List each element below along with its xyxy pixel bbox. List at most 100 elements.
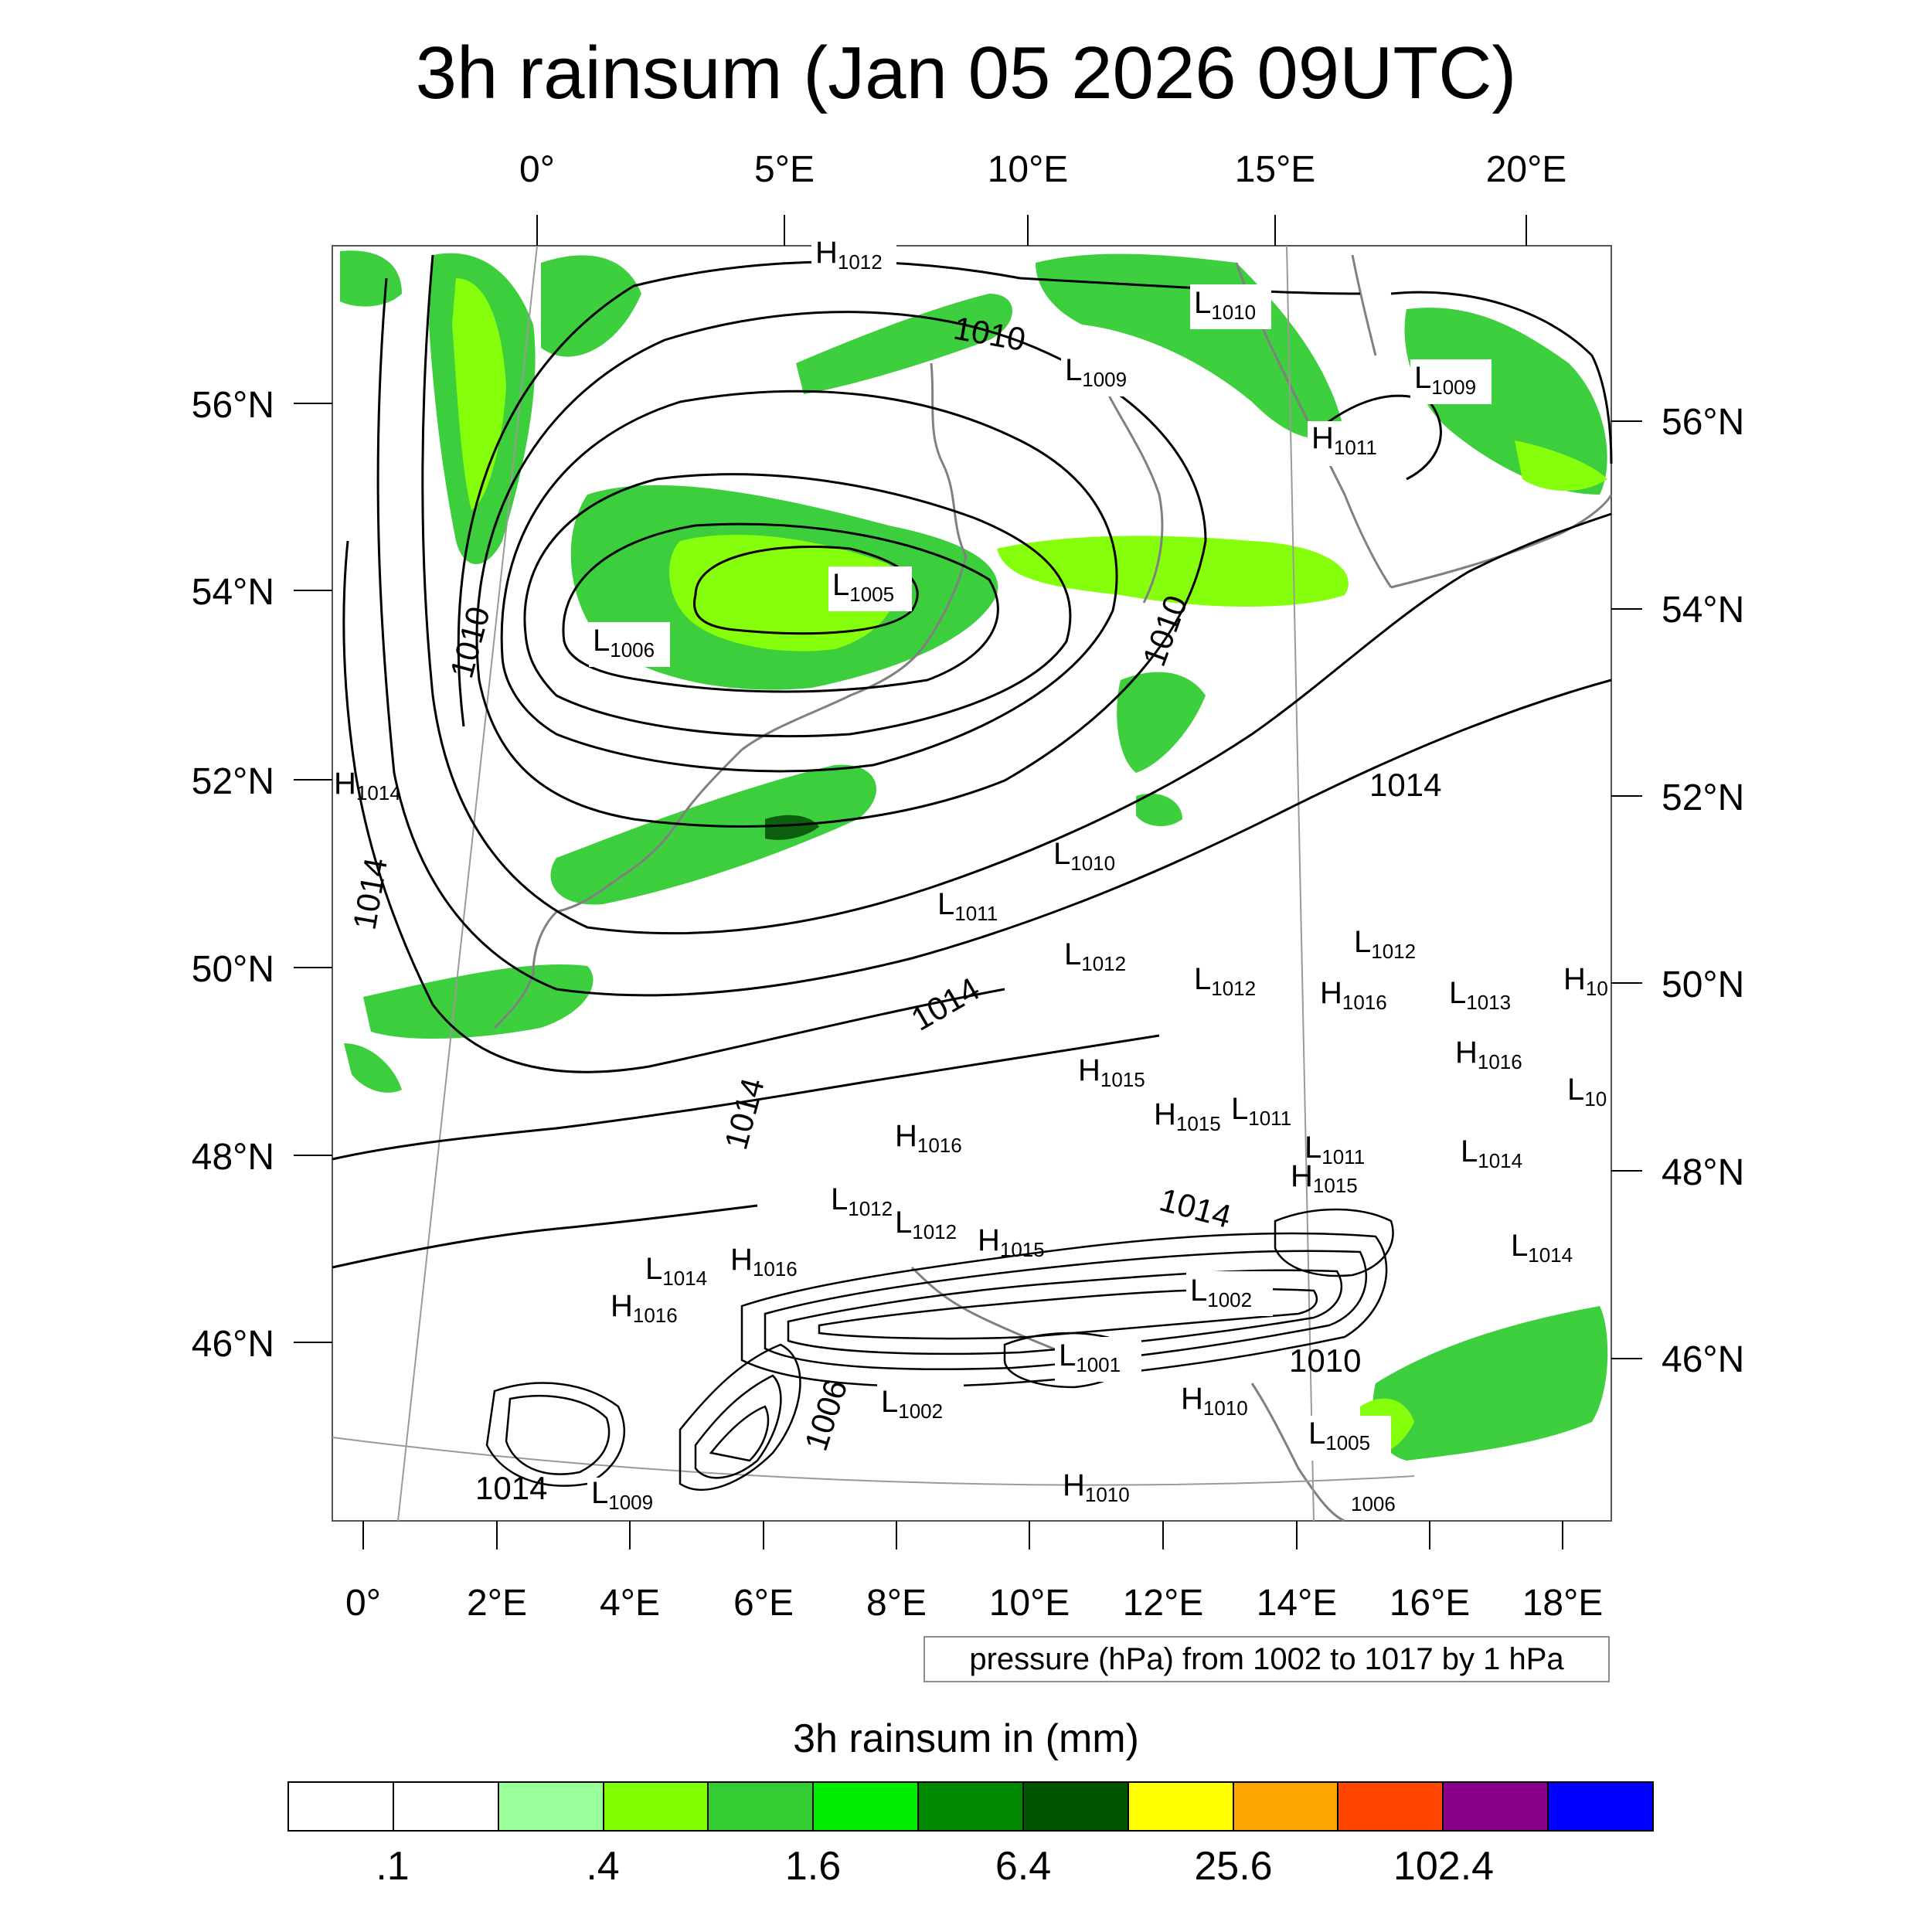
pressure-center: L1009 — [1061, 352, 1142, 396]
pressure-center: L1010 — [1190, 284, 1271, 329]
pressure-center: L1011 — [1304, 1131, 1365, 1168]
svg-text:H1011: H1011 — [1311, 421, 1377, 459]
colorbar-box — [1023, 1783, 1129, 1830]
svg-text:H1016: H1016 — [895, 1119, 962, 1157]
svg-text:L1009: L1009 — [1065, 353, 1127, 391]
map-title: 3h rainsum (Jan 05 2026 09UTC) — [415, 32, 1517, 114]
bottom-lon-label: 18°E — [1522, 1583, 1604, 1624]
svg-text:L1014: L1014 — [1461, 1134, 1522, 1172]
pressure-center: H1014 — [334, 767, 401, 804]
pressure-center: H1015 — [1154, 1097, 1221, 1135]
pressure-center: L1002 — [1186, 1271, 1273, 1316]
svg-text:H1016: H1016 — [1320, 976, 1387, 1014]
top-lon-label: 10°E — [988, 149, 1069, 190]
pressure-center: H1010 — [1063, 1468, 1130, 1506]
svg-text:L1002: L1002 — [881, 1385, 943, 1423]
rain-area-poland-small — [1136, 793, 1182, 827]
pressure-center: L1009 — [1410, 359, 1492, 404]
isobar-label: 1014 — [475, 1470, 547, 1506]
svg-text:L1001: L1001 — [1059, 1338, 1121, 1376]
svg-text:H1016: H1016 — [730, 1243, 798, 1281]
pressure-center: L1002 — [877, 1383, 964, 1428]
pressure-center: H1015 — [1291, 1159, 1358, 1197]
top-lon-label: 15°E — [1235, 149, 1316, 190]
rain-area-baltic — [1404, 308, 1607, 495]
svg-text:H1014: H1014 — [334, 767, 401, 804]
rain-area-france-west — [344, 1043, 402, 1093]
svg-text:1006: 1006 — [1351, 1492, 1396, 1515]
isobar-label: 1010 — [1289, 1342, 1361, 1379]
colorbar-tick-label: .1 — [376, 1844, 410, 1889]
bottom-lon-label: 12°E — [1123, 1583, 1204, 1624]
svg-text:L1012: L1012 — [1064, 937, 1126, 975]
top-lon-label: 20°E — [1486, 149, 1567, 190]
colorbar-tick-label: 6.4 — [995, 1844, 1052, 1889]
pressure-center: L1014 — [1511, 1229, 1573, 1267]
pressure-center: H1012 — [811, 236, 896, 274]
pressure-center: L1012 — [1064, 937, 1126, 975]
pressure-center: L1011 — [1231, 1092, 1291, 1130]
svg-text:L1012: L1012 — [831, 1182, 893, 1220]
svg-text:H1016: H1016 — [611, 1289, 678, 1327]
map-frame — [332, 245, 1612, 1522]
svg-text:L1009: L1009 — [591, 1476, 653, 1514]
pressure-center: L1001 — [1055, 1337, 1141, 1382]
rain-area-band-benelux-core — [765, 815, 819, 840]
svg-text:H10: H10 — [1563, 962, 1608, 1000]
svg-text:H1012: H1012 — [815, 236, 883, 274]
right-lat-label: 54°N — [1662, 590, 1744, 631]
svg-text:L1013: L1013 — [1449, 976, 1511, 1014]
rain-area-northsea-west-inner — [452, 278, 506, 510]
left-lat-label: 56°N — [192, 385, 274, 426]
rain-area-band-belgium — [363, 964, 594, 1039]
pressure-center: L1012 — [831, 1182, 893, 1220]
right-lat-label: 48°N — [1662, 1152, 1744, 1193]
colorbar-box — [1549, 1783, 1652, 1830]
right-lat-label: 46°N — [1662, 1339, 1744, 1380]
pressure-center: H1011 — [1308, 421, 1389, 466]
bottom-lon-label: 8°E — [866, 1583, 927, 1624]
pressure-center: L1012 — [1354, 925, 1416, 963]
svg-text:L1014: L1014 — [645, 1252, 707, 1290]
colorbar-box — [289, 1783, 394, 1830]
rain-area-adriatic — [1372, 1306, 1608, 1461]
pressure-center: L1006 — [589, 622, 670, 667]
svg-text:L10: L10 — [1567, 1073, 1607, 1111]
colorbar-tick-label: 1.6 — [784, 1844, 842, 1889]
pressure-center: L1005 — [1304, 1416, 1391, 1461]
bottom-lon-label: 16°E — [1389, 1583, 1471, 1624]
svg-text:L1006: L1006 — [593, 624, 655, 662]
pressure-center: H1016 — [895, 1119, 962, 1157]
svg-text:H1015: H1015 — [1154, 1097, 1221, 1135]
rain-area-denmark — [997, 536, 1349, 607]
svg-text:L1011: L1011 — [937, 887, 998, 925]
colorbar-tick-label: 25.6 — [1194, 1844, 1273, 1889]
left-lat-label: 46°N — [192, 1324, 274, 1365]
bottom-lon-label: 10°E — [989, 1583, 1070, 1624]
pressure-center: H1016 — [730, 1243, 798, 1281]
svg-text:L1011: L1011 — [1304, 1131, 1365, 1168]
svg-text:L1005: L1005 — [832, 568, 894, 606]
svg-text:L1011: L1011 — [1231, 1092, 1291, 1130]
graticule — [332, 245, 1415, 1522]
pressure-center: H10 — [1563, 962, 1608, 1000]
pressure-center: L1012 — [1194, 962, 1256, 1000]
pressure-legend-note: pressure (hPa) from 1002 to 1017 by 1 hP… — [923, 1636, 1610, 1682]
left-lat-label: 48°N — [192, 1137, 274, 1178]
colorbar-box — [498, 1783, 604, 1830]
pressure-center: H1016 — [1320, 976, 1387, 1014]
colorbar-box — [1338, 1783, 1444, 1830]
pressure-center: L1009 — [587, 1476, 674, 1516]
colorbar-box — [1444, 1783, 1549, 1830]
right-lat-labels: 56°N 54°N 52°N 50°N 48°N 46°N — [1662, 402, 1744, 1380]
svg-text:L1012: L1012 — [1194, 962, 1256, 1000]
top-ticks — [536, 215, 1527, 246]
pressure-center: H1016 — [1455, 1036, 1522, 1073]
rain-area-northsea-north — [541, 255, 641, 357]
left-lat-label: 50°N — [192, 949, 274, 990]
svg-text:L1010: L1010 — [1194, 286, 1256, 324]
pressure-center: L1013 — [1449, 976, 1511, 1014]
svg-text:L1010: L1010 — [1053, 837, 1115, 875]
svg-text:H1010: H1010 — [1181, 1382, 1248, 1420]
